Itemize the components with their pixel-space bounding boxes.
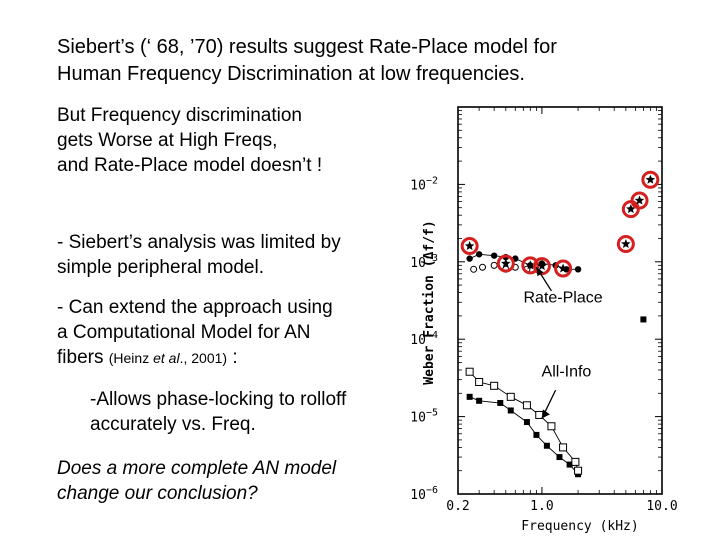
p4-line-1: -Allows phase-locking to rolloff: [90, 389, 347, 410]
title-line-2: Human Frequency Discrimination at low fr…: [57, 63, 525, 85]
paragraph-worse-high-freqs: But Frequency discrimination gets Worse …: [57, 103, 322, 178]
human-data-star: [537, 261, 547, 271]
p2-line-1: - Siebert’s analysis was limited by: [57, 232, 341, 253]
human-data-star: [634, 195, 645, 205]
y-tick-label: 10−2: [410, 175, 438, 193]
paragraph-siebert-limited: - Siebert’s analysis was limited by simp…: [57, 230, 341, 280]
human-data-ring: [521, 256, 540, 275]
filled-square-point: [543, 442, 550, 449]
human-data-ring: [641, 170, 660, 189]
y-tick-label: 10−6: [410, 485, 438, 503]
open-square-point: [490, 381, 499, 390]
weber-fraction-chart: 10−210−310−410−510−60.2 1.0 10.0Frequency …: [410, 106, 678, 534]
human-data-ring: [532, 257, 551, 276]
y-tick-exponent: −4: [426, 330, 438, 341]
p4-line-2: accurately vs. Freq.: [90, 414, 256, 435]
human-data-star: [626, 204, 636, 214]
human-data-ring: [496, 254, 515, 273]
filled-square-point: [497, 399, 504, 406]
all-info-arrowhead: [541, 409, 550, 419]
y-tick-exponent: −2: [426, 175, 438, 186]
p1-line-2: gets Worse at High Freqs,: [57, 130, 278, 151]
p2-line-2: simple peripheral model.: [57, 257, 264, 278]
p3-line-3a: fibers: [57, 347, 109, 368]
slide-title: Siebert’s (‘ 68, ’70) results suggest Ra…: [57, 34, 697, 88]
p3-line-3b: :: [227, 347, 238, 368]
filled-square-point: [566, 461, 573, 468]
citation-b: et al: [153, 350, 180, 366]
human-data-star: [501, 258, 511, 268]
filled-square-point: [533, 431, 540, 438]
x-tick-label: 10.0: [646, 499, 677, 514]
paragraph-phase-locking: -Allows phase-locking to rolloff accurat…: [90, 387, 346, 437]
p5-line-1: Does a more complete AN model: [57, 458, 337, 479]
human-data-ring: [460, 237, 479, 256]
paragraph-computational-model: - Can extend the approach using a Comput…: [57, 295, 333, 371]
plot-frame: [457, 106, 663, 495]
y-tick-exponent: −3: [426, 253, 438, 264]
filled-square-point: [466, 393, 473, 400]
human-data-ring: [616, 234, 635, 253]
p5-line-2: change our conclusion?: [57, 483, 258, 504]
open-square-point: [522, 401, 531, 410]
open-circle-point: [490, 261, 498, 269]
y-tick-exponent: −5: [426, 408, 438, 419]
rate-place-label: Rate-Place: [523, 289, 602, 306]
open-square-point: [559, 443, 568, 452]
rate-place-arrowhead: [536, 267, 544, 277]
open-circle-point: [470, 265, 478, 273]
open-square-point: [574, 466, 583, 475]
open-circle-point: [479, 263, 487, 271]
x-tick-label: 1.0: [530, 499, 553, 514]
series-line: [469, 371, 579, 471]
paragraph-question: Does a more complete AN model change our…: [57, 456, 336, 506]
open-square-point: [475, 377, 484, 386]
filled-square-point: [507, 407, 514, 414]
human-data-star: [525, 260, 535, 270]
y-tick-label: 10−5: [410, 408, 438, 426]
y-tick-exponent: −6: [426, 485, 438, 496]
open-square-point: [571, 457, 580, 466]
p3-line-3: fibers (Heinz et al., 2001) :: [57, 345, 333, 371]
filled-square-point: [476, 397, 483, 404]
series-line: [469, 396, 579, 475]
x-tick-label: 0.2: [446, 499, 469, 514]
citation-c: ., 2001): [179, 350, 228, 366]
y-axis-label: Weber Fraction (Δf/f): [422, 220, 437, 384]
open-square-point: [547, 422, 556, 431]
x-axis-label: Frequency (kHz): [521, 519, 638, 534]
filled-circle-point: [574, 266, 582, 273]
human-data-star: [645, 174, 656, 184]
filled-circle-point: [475, 251, 483, 258]
all-info-label: All-Info: [542, 363, 592, 380]
filled-square-point: [523, 419, 530, 426]
human-data-star: [621, 239, 631, 248]
human-data-star: [464, 241, 475, 250]
human-data-ring: [554, 259, 573, 278]
open-square-point: [506, 392, 515, 401]
filled-square-point: [640, 316, 647, 323]
human-data-ring: [630, 191, 649, 210]
title-line-1: Siebert’s (‘ 68, ’70) results suggest Ra…: [57, 36, 557, 58]
filled-circle-point: [466, 255, 473, 262]
p3-line-2: a Computational Model for AN: [57, 322, 311, 343]
filled-circle-point: [490, 252, 498, 259]
human-data-star: [558, 263, 568, 273]
p3-line-1: - Can extend the approach using: [57, 297, 333, 318]
citation: (Heinz et al., 2001): [109, 350, 227, 366]
p1-line-1: But Frequency discrimination: [57, 105, 302, 126]
open-square-point: [465, 367, 474, 376]
p1-line-3: and Rate-Place model doesn’t !: [57, 155, 323, 176]
filled-square-point: [556, 454, 563, 461]
citation-a: (Heinz: [108, 350, 154, 366]
